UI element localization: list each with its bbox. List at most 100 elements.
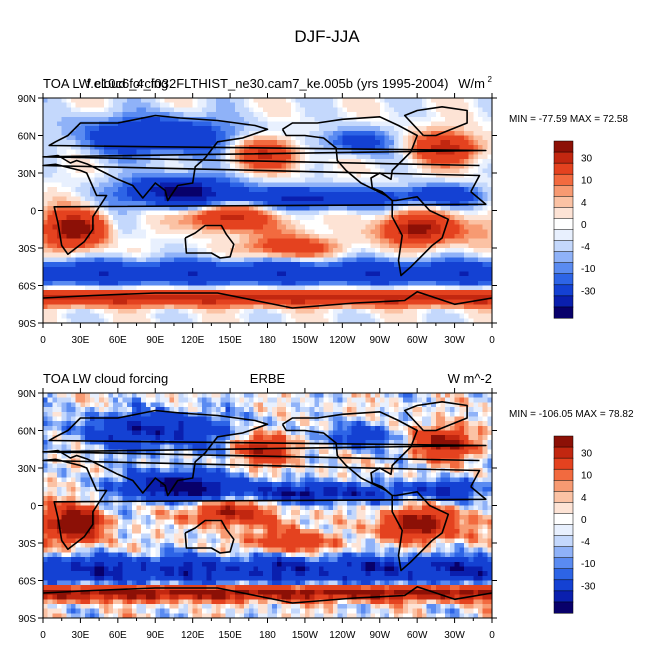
heatmap-cell	[305, 271, 310, 276]
heatmap-cell	[155, 243, 160, 248]
heatmap-cell	[473, 234, 478, 239]
heatmap-cell	[244, 182, 249, 187]
heatmap-cell	[277, 136, 282, 141]
heatmap-cell	[366, 402, 371, 407]
heatmap-cell	[258, 117, 263, 122]
heatmap-cell	[207, 262, 212, 267]
heatmap-cell	[94, 248, 99, 253]
heatmap-cell	[412, 295, 417, 300]
heatmap-cell	[483, 239, 488, 244]
heatmap-cell	[94, 393, 99, 398]
heatmap-cell	[108, 248, 113, 253]
heatmap-cell	[94, 220, 99, 225]
heatmap-cell	[253, 211, 258, 216]
heatmap-cell	[43, 192, 48, 197]
heatmap-cell	[249, 140, 254, 145]
heatmap-cell	[174, 126, 179, 131]
heatmap-cell	[394, 131, 399, 136]
heatmap-cell	[155, 131, 160, 136]
heatmap-cell	[66, 150, 71, 155]
heatmap-cell	[389, 182, 394, 187]
heatmap-cell	[80, 253, 85, 258]
heatmap-cell	[104, 257, 109, 262]
heatmap-cell	[277, 398, 282, 403]
heatmap-cell	[356, 164, 361, 169]
heatmap-cell	[165, 178, 170, 183]
heatmap-cell	[394, 192, 399, 197]
heatmap-cell	[450, 159, 455, 164]
heatmap-cell	[403, 276, 408, 281]
heatmap-cell	[160, 229, 165, 234]
heatmap-cell	[258, 398, 263, 403]
x-tick-label: 90W	[369, 335, 390, 346]
heatmap-cell	[249, 262, 254, 267]
heatmap-cell	[127, 402, 132, 407]
heatmap-cell	[160, 309, 165, 314]
heatmap-cell	[417, 159, 422, 164]
heatmap-cell	[342, 211, 347, 216]
heatmap-cell	[188, 271, 193, 276]
heatmap-cell	[324, 187, 329, 192]
heatmap-cell	[282, 220, 287, 225]
heatmap-cell	[412, 211, 417, 216]
heatmap-cell	[478, 248, 483, 253]
heatmap-cell	[483, 131, 488, 136]
heatmap-cell	[244, 140, 249, 145]
heatmap-cell	[422, 126, 427, 131]
heatmap-cell	[314, 178, 319, 183]
heatmap-cell	[328, 182, 333, 187]
heatmap-cell	[431, 262, 436, 267]
heatmap-cell	[123, 267, 128, 272]
heatmap-cell	[380, 398, 385, 403]
heatmap-cell	[160, 103, 165, 108]
heatmap-cell	[305, 281, 310, 286]
heatmap-cell	[244, 304, 249, 309]
heatmap-cell	[118, 215, 123, 220]
heatmap-cell	[356, 126, 361, 131]
heatmap-cell	[427, 253, 432, 258]
heatmap-cell	[179, 136, 184, 141]
heatmap-cell	[338, 393, 343, 398]
heatmap-cell	[85, 276, 90, 281]
heatmap-cell	[80, 290, 85, 295]
heatmap-cell	[333, 140, 338, 145]
heatmap-cell	[202, 398, 207, 403]
heatmap-cell	[431, 206, 436, 211]
heatmap-cell	[71, 229, 76, 234]
heatmap-cell	[328, 187, 333, 192]
heatmap-cell	[183, 267, 188, 272]
heatmap-cell	[197, 304, 202, 309]
heatmap-cell	[296, 192, 301, 197]
heatmap-cell	[483, 178, 488, 183]
heatmap-cell	[314, 211, 319, 216]
heatmap-cell	[169, 248, 174, 253]
heatmap-cell	[197, 257, 202, 262]
heatmap-cell	[286, 286, 291, 291]
heatmap-cell	[352, 243, 357, 248]
heatmap-cell	[127, 215, 132, 220]
heatmap-cell	[394, 276, 399, 281]
heatmap-cell	[230, 271, 235, 276]
heatmap-cell	[436, 136, 441, 141]
heatmap-cell	[455, 314, 460, 319]
heatmap-cell	[207, 121, 212, 126]
heatmap-cell	[455, 290, 460, 295]
heatmap-cell	[459, 225, 464, 230]
heatmap-cell	[85, 253, 90, 258]
heatmap-cell	[483, 271, 488, 276]
heatmap-cell	[403, 229, 408, 234]
heatmap-cell	[221, 276, 226, 281]
x-tick-label: 90E	[146, 335, 164, 346]
colorbar-swatch	[554, 163, 573, 174]
heatmap-cell	[80, 173, 85, 178]
heatmap-cell	[370, 215, 375, 220]
heatmap-cell	[455, 393, 460, 398]
heatmap-cell	[314, 243, 319, 248]
heatmap-cell	[319, 103, 324, 108]
heatmap-cell	[328, 121, 333, 126]
heatmap-cell	[455, 267, 460, 272]
heatmap-cell	[431, 304, 436, 309]
heatmap-cell	[427, 398, 432, 403]
heatmap-cell	[319, 281, 324, 286]
heatmap-cell	[417, 154, 422, 159]
